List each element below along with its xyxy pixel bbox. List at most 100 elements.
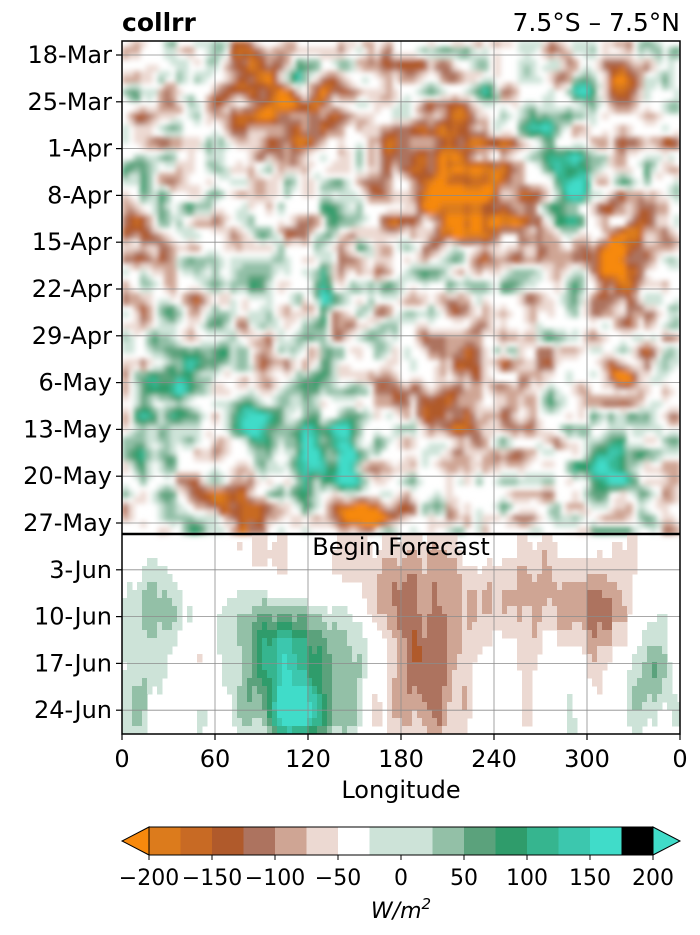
- heatmap-cell: [290, 179, 297, 186]
- heatmap-cell: [302, 191, 309, 198]
- heatmap-cell: [518, 203, 525, 210]
- heatmap-cell: [548, 95, 555, 102]
- heatmap-cell: [266, 149, 273, 156]
- heatmap-cell: [572, 131, 579, 138]
- heatmap-cell: [464, 419, 471, 426]
- heatmap-cell: [590, 329, 597, 336]
- heatmap-cell: [650, 167, 657, 174]
- heatmap-cell: [572, 251, 579, 258]
- heatmap-cell: [560, 173, 567, 180]
- heatmap-cell: [596, 173, 603, 180]
- heatmap-cell: [272, 155, 279, 162]
- heatmap-cell: [626, 47, 633, 54]
- heatmap-cell: [374, 143, 381, 150]
- heatmap-cell: [146, 425, 153, 432]
- heatmap-cell: [314, 377, 321, 384]
- heatmap-cell: [524, 41, 531, 48]
- heatmap-cell: [278, 329, 285, 336]
- heatmap-cell: [380, 383, 387, 390]
- heatmap-cell: [488, 461, 495, 468]
- heatmap-cell: [548, 395, 555, 402]
- heatmap-cell: [386, 269, 393, 276]
- heatmap-cell: [236, 467, 243, 474]
- heatmap-cell: [572, 227, 579, 234]
- heatmap-cell: [488, 227, 495, 234]
- heatmap-cell: [494, 419, 501, 426]
- heatmap-cell: [566, 197, 573, 204]
- heatmap-cell: [566, 59, 573, 66]
- heatmap-cell: [326, 113, 333, 120]
- heatmap-cell: [428, 215, 435, 222]
- heatmap-cell: [602, 143, 609, 150]
- heatmap-cell: [446, 347, 453, 354]
- heatmap-cell: [452, 173, 459, 180]
- heatmap-cell: [644, 41, 651, 48]
- heatmap-cell: [632, 395, 639, 402]
- heatmap-cell: [644, 305, 651, 312]
- heatmap-cell: [674, 245, 680, 252]
- heatmap-cell: [146, 227, 153, 234]
- heatmap-cell: [302, 359, 309, 366]
- heatmap-cell: [254, 83, 261, 90]
- heatmap-cell: [326, 179, 333, 186]
- heatmap-cell: [674, 257, 680, 264]
- heatmap-cell: [200, 77, 207, 84]
- heatmap-cell: [140, 383, 147, 390]
- heatmap-cell: [374, 269, 381, 276]
- heatmap-cell: [494, 365, 501, 372]
- heatmap-cell: [590, 395, 597, 402]
- heatmap-cell: [650, 299, 657, 306]
- heatmap-cell: [242, 305, 249, 312]
- heatmap-cell: [320, 203, 327, 210]
- heatmap-cell: [254, 269, 261, 276]
- heatmap-cell: [662, 149, 669, 156]
- heatmap-cell: [644, 107, 651, 114]
- heatmap-cell: [320, 431, 327, 438]
- heatmap-cell: [272, 269, 279, 276]
- heatmap-cell: [620, 173, 627, 180]
- heatmap-cell: [674, 317, 680, 324]
- heatmap-cell: [266, 47, 273, 54]
- heatmap-cell: [476, 173, 483, 180]
- heatmap-cell: [290, 299, 297, 306]
- heatmap-cell: [440, 407, 447, 414]
- heatmap-cell: [668, 143, 675, 150]
- heatmap-cell: [392, 137, 399, 144]
- heatmap-cell: [452, 95, 459, 102]
- heatmap-cell: [338, 197, 345, 204]
- heatmap-cell: [500, 383, 507, 390]
- heatmap-cell: [494, 311, 501, 318]
- heatmap-cell: [452, 365, 459, 372]
- heatmap-cell: [380, 131, 387, 138]
- heatmap-cell: [278, 83, 285, 90]
- heatmap-cell: [314, 83, 321, 90]
- heatmap-cell: [188, 167, 195, 174]
- heatmap-cell: [668, 461, 675, 468]
- heatmap-cell: [524, 401, 531, 408]
- heatmap-cell: [542, 257, 549, 264]
- heatmap-cell: [350, 419, 357, 426]
- heatmap-cell: [662, 371, 669, 378]
- heatmap-cell: [260, 233, 267, 240]
- heatmap-cell: [260, 419, 267, 426]
- heatmap-cell: [470, 149, 477, 156]
- heatmap-cell: [626, 149, 633, 156]
- heatmap-cell: [464, 131, 471, 138]
- heatmap-cell: [488, 191, 495, 198]
- heatmap-cell: [596, 143, 603, 150]
- heatmap-cell: [560, 335, 567, 342]
- heatmap-cell: [332, 47, 339, 54]
- heatmap-cell: [482, 419, 489, 426]
- heatmap-cell: [458, 209, 465, 216]
- heatmap-cell: [338, 143, 345, 150]
- heatmap-cell: [134, 113, 141, 120]
- heatmap-cell: [128, 215, 135, 222]
- heatmap-cell: [566, 353, 573, 360]
- heatmap-cell: [590, 269, 597, 276]
- heatmap-cell: [470, 131, 477, 138]
- heatmap-cell: [350, 329, 357, 336]
- heatmap-cell: [272, 485, 279, 492]
- heatmap-cell: [464, 461, 471, 468]
- heatmap-cell: [488, 263, 495, 270]
- heatmap-cell: [254, 335, 261, 342]
